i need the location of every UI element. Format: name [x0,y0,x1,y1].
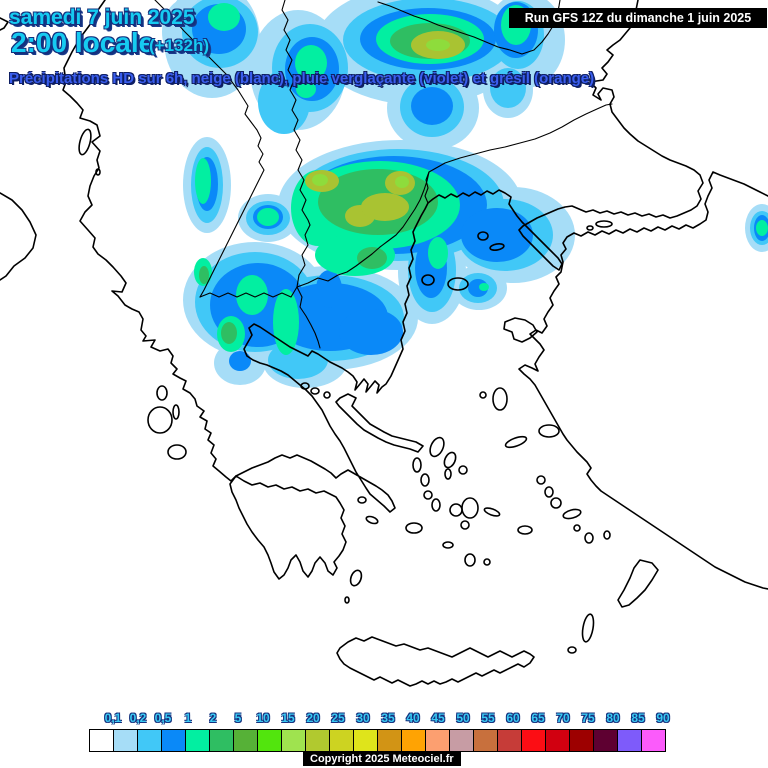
precip-layer-core [305,31,465,227]
border-macedonia-bulgaria [296,224,311,288]
border-bulgaria-turkey [428,103,613,173]
legend-swatch [545,729,570,752]
legend-swatch [281,729,306,752]
legend-label: 10 [256,711,270,725]
border-greece-turkey [424,171,430,204]
legend-swatch [593,729,618,752]
precipitation-overlay [162,0,768,388]
legend-swatch [89,729,114,752]
legend-swatch [209,729,234,752]
legend-label: 90 [656,711,670,725]
legend-label: 1 [184,711,192,725]
legend-swatch [449,729,474,752]
legend-label: 20 [306,711,320,725]
legend-swatch [377,729,402,752]
legend-swatch [497,729,522,752]
copyright-notice: Copyright 2025 Meteociel.fr [303,752,461,766]
legend-swatch [569,729,594,752]
model-run-info: Run GFS 12Z du dimanche 1 juin 2025 [509,8,767,28]
legend-swatch [401,729,426,752]
legend-swatch [353,729,378,752]
legend-label: 0,5 [154,711,172,725]
coastline-turkey [518,171,768,590]
forecast-hour-offset: (+132h) [149,36,209,55]
island-euboea [335,393,424,453]
legend-label: 2 [209,711,217,725]
legend-swatch [305,729,330,752]
legend-label: 55 [481,711,495,725]
precipitation-legend: 0,1 0,2 0,5 1 2 5 10 15 20 25 30 35 40 45 50 55 60 65 70 75… [89,711,693,753]
coastlines [0,0,768,687]
border-axios-line [296,286,321,349]
legend-swatch-row [89,729,666,752]
legend-swatch [329,729,354,752]
islands-small [78,128,613,654]
legend-swatch [521,729,546,752]
island-rhodes [617,559,659,608]
coastline-peloponnese [229,475,347,580]
legend-swatch [161,729,186,752]
legend-swatch [233,729,258,752]
coastline-italy-north [0,17,9,31]
legend-label: 35 [381,711,395,725]
legend-label: 65 [531,711,545,725]
legend-label: 45 [431,711,445,725]
legend-label: 30 [356,711,370,725]
legend-swatch [185,729,210,752]
legend-label: 0,2 [129,711,147,725]
legend-swatch [473,729,498,752]
forecast-date: samedi 7 juin 2025 [9,6,195,29]
border-serbia-bulgaria [281,0,311,226]
legend-label-row: 0,1 0,2 0,5 1 2 5 10 15 20 25 30 35 40 45 50 55 60 65 70 75… [89,711,693,728]
legend-swatch [113,729,138,752]
legend-label: 50 [456,711,470,725]
coastline-balkans-aegean [62,0,704,513]
island-crete [336,636,535,687]
legend-label: 0,1 [104,711,122,725]
legend-label: 40 [406,711,420,725]
border-bosnia-serbia [154,0,265,298]
legend-swatch [425,729,450,752]
legend-label: 60 [506,711,520,725]
legend-label: 25 [331,711,345,725]
legend-label: 5 [234,711,242,725]
island-lesbos [503,317,538,343]
legend-swatch [641,729,666,752]
legend-swatch [617,729,642,752]
border-greece-north [199,171,430,298]
legend-swatch [137,729,162,752]
map-subtitle: Précipitations HD sur 6h, neige (blanc),… [9,70,595,87]
legend-label: 15 [281,711,295,725]
legend-label: 75 [581,711,595,725]
legend-label: 80 [606,711,620,725]
legend-label: 85 [631,711,645,725]
legend-swatch [257,729,282,752]
coastline-italy-heel [0,192,37,281]
forecast-time: 2:00 locale [11,27,155,58]
legend-label: 70 [556,711,570,725]
